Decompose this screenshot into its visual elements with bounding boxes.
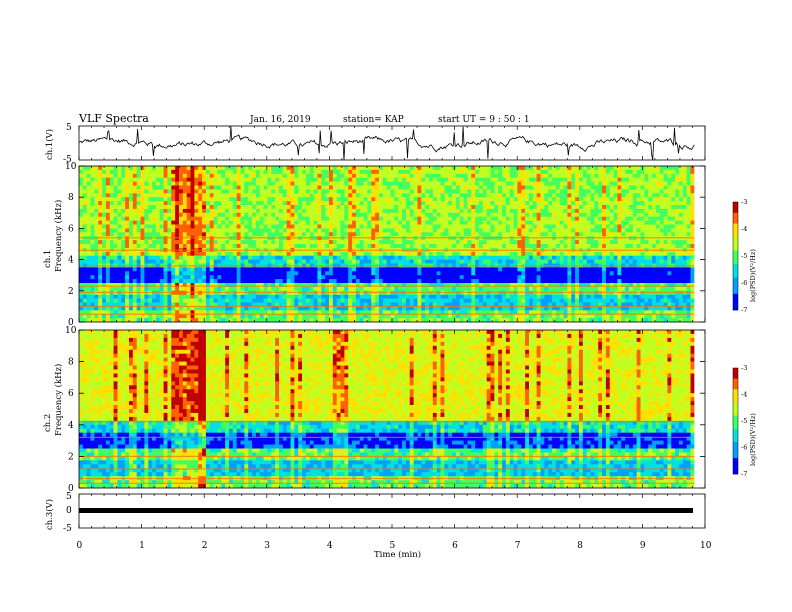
colorbar-tick-label: -5 <box>741 417 747 425</box>
xtick-label: 10 <box>700 541 712 551</box>
ytick-label: 2 <box>68 452 74 462</box>
colorbar-tick-label: -6 <box>741 444 747 452</box>
ch2-spectrogram-ylabel: ch.2 <box>43 414 53 432</box>
colorbar-tick-label: -7 <box>741 470 747 478</box>
x-axis-ticks: 0 1 2 3 4 5 6 7 8 9 10 <box>77 126 712 551</box>
ytick-label: 4 <box>68 256 74 266</box>
xtick-label: 3 <box>264 541 270 551</box>
xtick-label: 5 <box>390 541 396 551</box>
colorbar-tick-label: -4 <box>741 391 747 399</box>
ytick-label: 8 <box>68 358 74 368</box>
ch1-ytick-min: -5 <box>63 155 72 165</box>
ch3-ytick-min: -5 <box>63 524 72 534</box>
ytick-label: 10 <box>65 326 77 336</box>
xtick-label: 8 <box>577 541 583 551</box>
ch2-frequency-ylabel: Frequency (kHz) <box>53 364 64 436</box>
colorbar-tick-label: -3 <box>741 198 747 206</box>
ytick-label: 6 <box>68 224 74 234</box>
ch1-ytick-max: 5 <box>66 123 72 133</box>
colorbar-label: log(PSD)(V²/Hz) <box>749 413 757 466</box>
colorbar-tick-label: -3 <box>741 364 747 372</box>
ytick-label: 0 <box>68 318 74 328</box>
figure-title: VLF Spectra <box>78 112 149 125</box>
ch2-spectrogram-image <box>79 330 705 489</box>
ch1-spectrogram-ylabel: ch.1 <box>43 250 53 268</box>
colorbar-tick-label: -5 <box>741 252 747 260</box>
station-label: station= KAP <box>343 115 404 125</box>
start-time-label: start UT = 9 : 50 : 1 <box>438 115 530 125</box>
colorbar-label: log(PSD)(V²/Hz) <box>749 249 757 302</box>
ytick-label: 8 <box>68 193 74 203</box>
ytick-label: 4 <box>68 421 74 431</box>
colorbar-tick-label: -4 <box>741 225 747 233</box>
xtick-label: 1 <box>139 541 145 551</box>
xtick-label: 9 <box>640 541 646 551</box>
ch1-waveform-trace <box>78 126 695 161</box>
ch3-waveform-panel: 5 0 -5 ch.3(V) <box>44 492 706 534</box>
ch1-spectrogram-image <box>79 166 705 323</box>
xtick-label: 4 <box>327 541 333 551</box>
colorbar-tick-label: -6 <box>741 279 747 287</box>
ch3-ytick-zero: 0 <box>66 506 72 516</box>
ch3-waveform-trace <box>79 508 693 513</box>
xtick-label: 6 <box>452 541 458 551</box>
xtick-label: 7 <box>515 541 521 551</box>
ch1-frequency-ylabel: Frequency (kHz) <box>53 200 64 272</box>
ch3-ytick-max: 5 <box>66 492 72 502</box>
ch1-waveform-frame <box>78 125 706 161</box>
ytick-label: 6 <box>68 389 74 399</box>
ytick-label: 10 <box>65 162 77 172</box>
x-axis-label: Time (min) <box>374 549 421 560</box>
ytick-label: 2 <box>68 287 74 297</box>
ch1-waveform-ylabel: ch.1(V) <box>44 129 55 160</box>
xtick-label: 0 <box>77 541 83 551</box>
ch1-waveform-panel: 5 -5 ch.1(V) <box>44 123 706 165</box>
colorbar-tick-label: -7 <box>741 306 747 314</box>
ch3-waveform-ylabel: ch.3(V) <box>44 499 55 530</box>
ytick-label: 0 <box>68 484 74 494</box>
ch1-spectrogram-panel: 0 2 4 6 8 10 ch.1 Frequency (kHz) -3 -4 -5 -6 -7l… <box>43 162 757 328</box>
date-label: Jan. 16, 2019 <box>249 115 311 125</box>
xtick-label: 2 <box>202 541 208 551</box>
ch2-spectrogram-panel: 0 2 4 6 8 10 ch.2 Frequency (kHz) -3 -4 -5 -6 -7l… <box>43 326 757 494</box>
